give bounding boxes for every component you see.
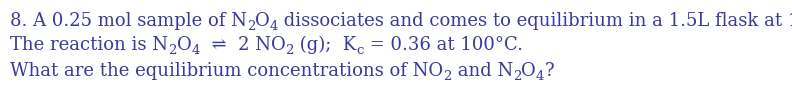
Text: The reaction is N: The reaction is N (10, 36, 168, 54)
Text: and N: and N (451, 62, 512, 80)
Text: 4: 4 (270, 20, 278, 33)
Text: 8. A 0.25 mol sample of N: 8. A 0.25 mol sample of N (10, 12, 246, 30)
Text: O: O (521, 62, 535, 80)
Text: 2: 2 (168, 44, 177, 57)
Text: = 0.36 at 100°C.: = 0.36 at 100°C. (364, 36, 522, 54)
Text: 4: 4 (191, 44, 200, 57)
Text: ?: ? (544, 62, 554, 80)
Text: dissociates and comes to equilibrium in a 1.5L flask at 1000C.: dissociates and comes to equilibrium in … (278, 12, 792, 30)
Text: 2: 2 (246, 20, 255, 33)
Text: O: O (177, 36, 191, 54)
Text: (g);  K: (g); K (294, 36, 356, 54)
Text: 4: 4 (535, 70, 544, 83)
Text: c: c (356, 44, 364, 57)
Text: What are the equilibrium concentrations of NO: What are the equilibrium concentrations … (10, 62, 443, 80)
Text: O: O (255, 12, 270, 30)
Text: 2: 2 (285, 44, 294, 57)
Text: 2: 2 (443, 70, 451, 83)
Text: 2: 2 (512, 70, 521, 83)
Text: ⇌  2 NO: ⇌ 2 NO (200, 36, 285, 54)
